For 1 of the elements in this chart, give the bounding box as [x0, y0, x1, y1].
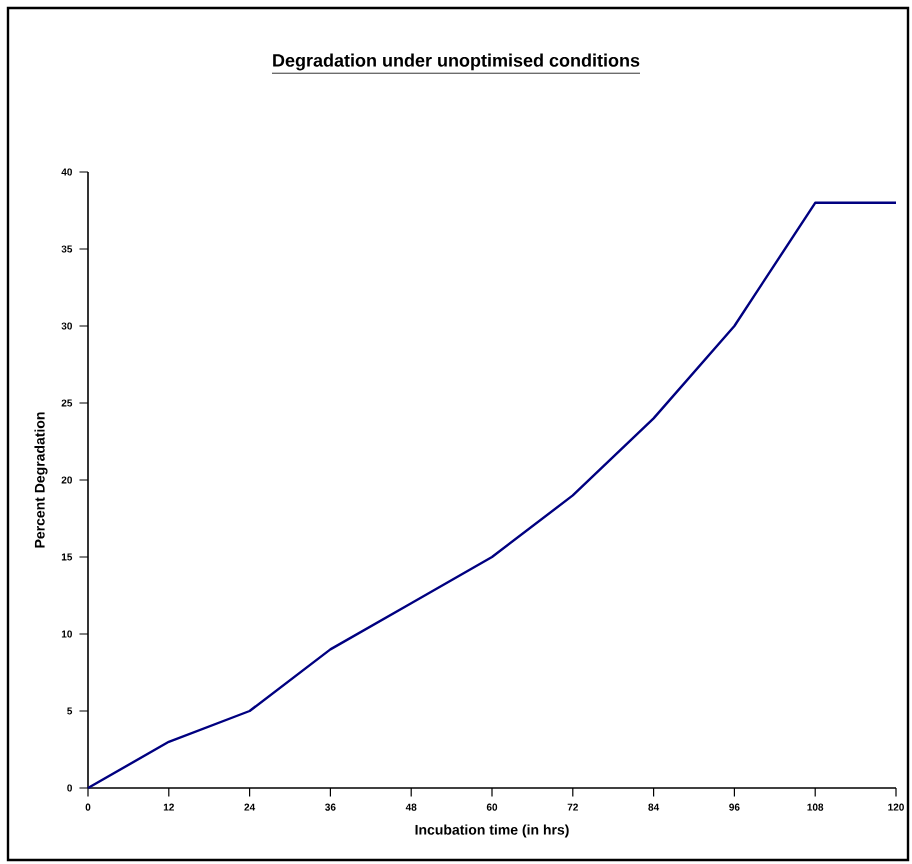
chart-title: Degradation under unoptimised conditions — [273, 53, 640, 71]
